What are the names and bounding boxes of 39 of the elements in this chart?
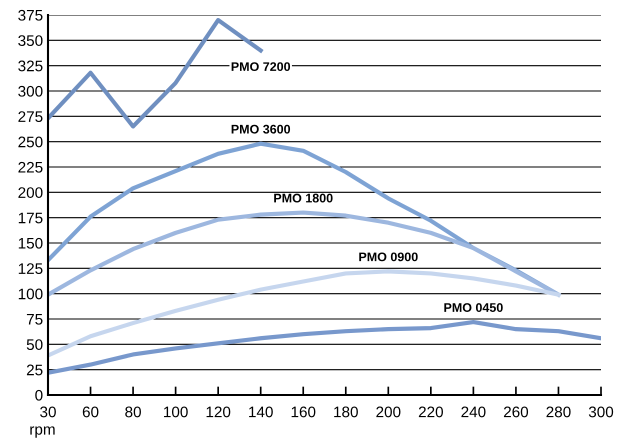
x-tick-label: 260 xyxy=(504,406,528,418)
x-tick-label: 30 xyxy=(40,406,56,418)
x-tick-label: 100 xyxy=(164,406,188,418)
series-label: PMO 0900 xyxy=(359,252,418,262)
y-tick-label: 100 xyxy=(18,288,43,300)
x-tick-label: 160 xyxy=(292,406,316,418)
line-series xyxy=(48,320,601,375)
y-tick-label: 275 xyxy=(18,111,42,122)
y-tick-label: 300 xyxy=(18,86,43,97)
line-series xyxy=(48,210,561,297)
y-tick-label: 325 xyxy=(18,60,42,72)
x-axis-title: rpm xyxy=(30,426,55,438)
x-tick-label: 200 xyxy=(376,406,400,418)
x-tick-label: 120 xyxy=(206,406,230,418)
series-label: PMO 0450 xyxy=(444,303,503,312)
x-tick-label: 60 xyxy=(82,406,98,418)
x-tick-label: 280 xyxy=(546,406,571,418)
y-tick-label: 250 xyxy=(18,136,43,148)
x-tick-label: 240 xyxy=(461,406,486,418)
y-tick-label: 175 xyxy=(18,212,42,224)
x-tick-label: 80 xyxy=(125,406,141,418)
series-label: PMO 3600 xyxy=(232,124,290,134)
series-label: PMO 7200 xyxy=(232,62,290,72)
y-tick-label: 225 xyxy=(18,162,42,173)
x-tick-label: 140 xyxy=(249,406,273,418)
y-tick-label: 75 xyxy=(26,314,42,325)
y-tick-label: 0 xyxy=(35,390,43,401)
x-tick-label: 180 xyxy=(334,406,358,418)
x-tick-label: 220 xyxy=(418,406,443,418)
x-tick-label: 300 xyxy=(588,406,614,418)
y-tick-label: 25 xyxy=(26,364,42,376)
y-tick-label: 125 xyxy=(18,263,42,274)
line-series xyxy=(48,269,561,358)
y-tick-label: 375 xyxy=(18,10,42,21)
y-tick-label: 350 xyxy=(18,35,43,46)
y-tick-label: 200 xyxy=(18,187,43,198)
y-tick-label: 150 xyxy=(18,238,43,249)
series-label: PMO 1800 xyxy=(274,194,333,203)
y-tick-label: 50 xyxy=(26,339,43,350)
